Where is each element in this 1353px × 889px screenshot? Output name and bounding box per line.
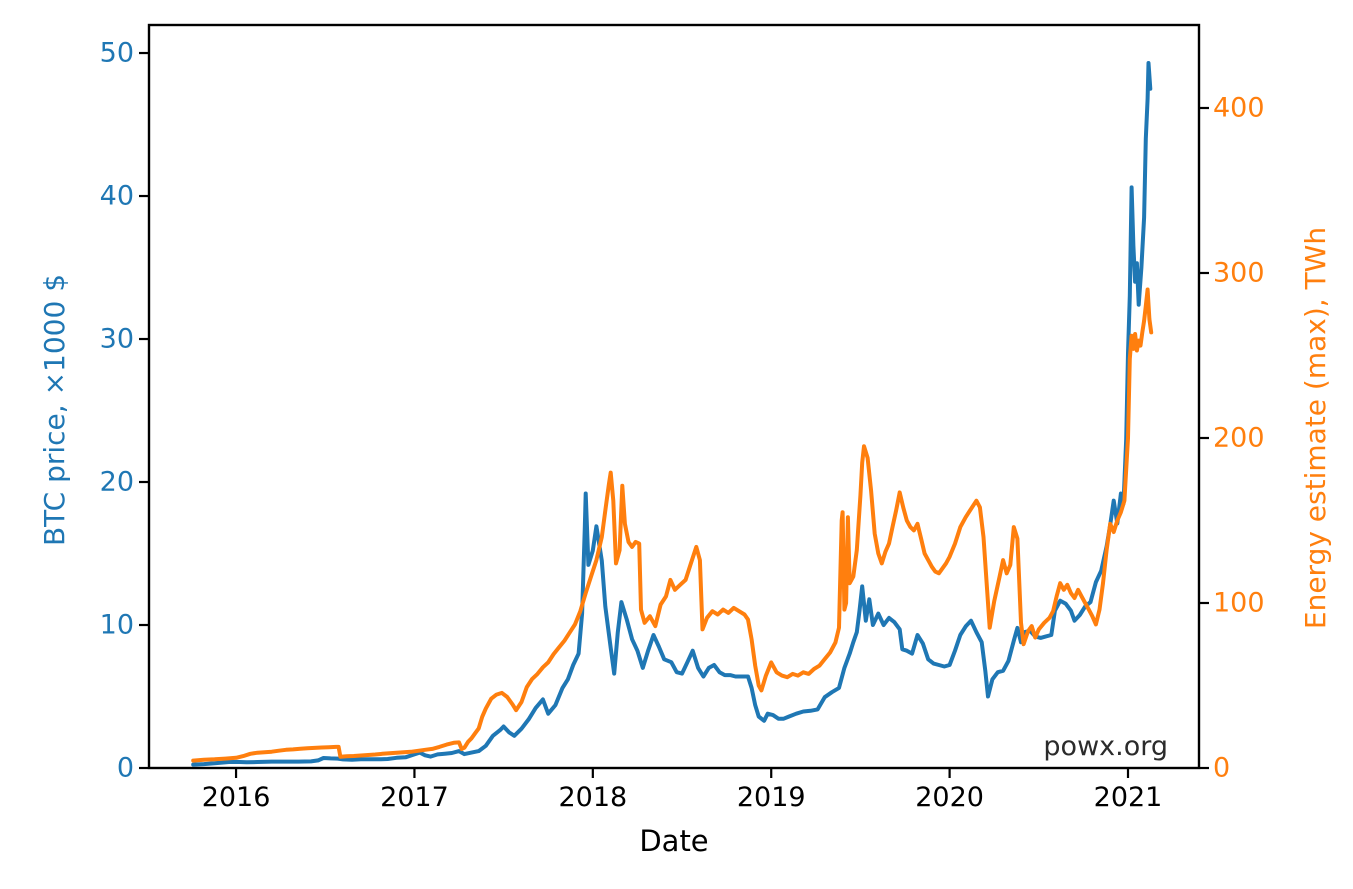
right-tick-label: 300 <box>1213 257 1265 289</box>
x-tick-label: 2016 <box>201 782 271 813</box>
x-axis-label: Date <box>639 824 709 858</box>
x-tick-label: 2020 <box>915 782 984 813</box>
x-tick-label: 2017 <box>380 782 449 813</box>
plot-border <box>147 23 1201 770</box>
right-tick-label: 0 <box>1213 752 1231 784</box>
right-tick-label: 400 <box>1213 92 1265 124</box>
energy-estimate-line <box>191 287 1154 763</box>
left-tick-label: 40 <box>99 180 134 212</box>
x-tick-label: 2019 <box>736 782 806 813</box>
left-tick-label: 30 <box>99 323 134 355</box>
left-tick-label: 20 <box>99 466 134 498</box>
btc-price-line <box>191 61 1153 767</box>
right-tick-label: 100 <box>1213 587 1265 619</box>
right-axis-label: Energy estimate (max), TWh <box>1299 226 1332 630</box>
left-tick-label: 50 <box>99 37 134 69</box>
left-tick-label: 0 <box>116 752 134 784</box>
x-tick-label: 2018 <box>558 782 628 813</box>
x-tick-label: 2021 <box>1093 782 1163 813</box>
left-axis-label: BTC price, ×1000 $ <box>38 273 71 547</box>
left-tick-label: 10 <box>99 609 134 641</box>
watermark-text: powx.org <box>1043 731 1168 762</box>
right-tick-label: 200 <box>1213 422 1265 454</box>
